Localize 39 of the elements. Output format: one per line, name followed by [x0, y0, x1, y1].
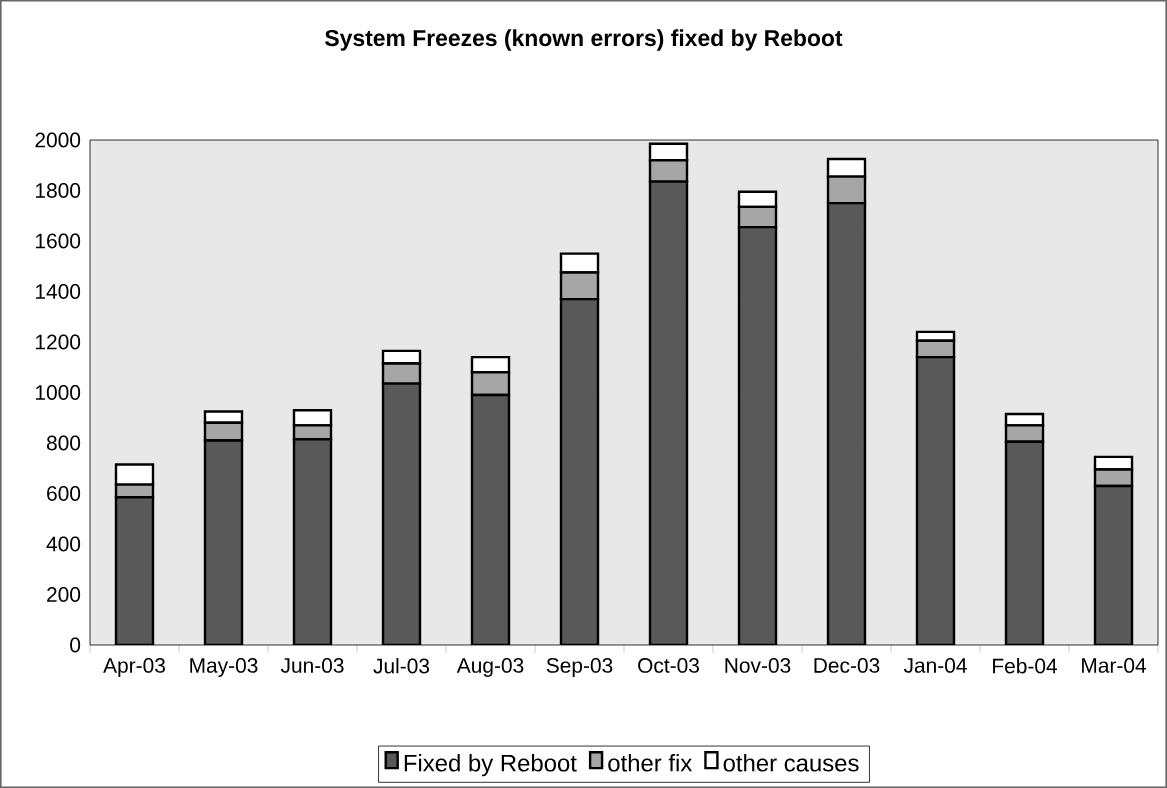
x-tick-label: Oct-03: [638, 658, 699, 673]
bar: [292, 438, 333, 646]
y-tick-label: 1800: [36, 183, 81, 198]
x-tick-label: Jan-04: [903, 658, 967, 673]
legend-label: Fixed by Reboot: [404, 754, 577, 777]
y-tick-label: 0: [70, 637, 81, 653]
x-tick-label: Aug-03: [456, 658, 524, 677]
x-tick-label: Dec-03: [814, 658, 880, 673]
bar: [203, 439, 244, 646]
bar: [826, 201, 867, 646]
x-tick-label: Nov-03: [725, 658, 791, 673]
x-tick-label: Feb-04: [993, 658, 1058, 674]
bar: [381, 382, 422, 646]
y-tick-label: 600: [47, 486, 81, 501]
x-tick-label: Apr-03: [103, 658, 165, 677]
bar: [737, 225, 778, 646]
y-tick-label: 1600: [36, 233, 81, 249]
x-tick-label: Mar-04: [1082, 658, 1146, 673]
bar: [114, 496, 155, 646]
y-tick-label: 200: [47, 587, 81, 602]
legend-label: other causes: [723, 754, 859, 772]
bar: [559, 297, 600, 646]
bar: [915, 355, 956, 646]
legend-label: other fix: [608, 754, 693, 772]
x-tick-label: Jul-03: [373, 658, 430, 674]
y-tick-label: 400: [46, 536, 81, 552]
y-tick-label: 1000: [36, 385, 81, 400]
chart-title: System Freezes (known errors) fixed by Reboot: [325, 29, 843, 51]
bar: [1004, 440, 1045, 646]
x-tick-label: Sep-03: [546, 658, 613, 677]
bar: [648, 180, 689, 646]
bar: [1093, 484, 1134, 646]
y-tick-label: 1400: [36, 284, 81, 299]
x-tick-label: May-03: [190, 658, 258, 677]
y-tick-label: 2000: [35, 132, 81, 148]
y-tick-label: 800: [46, 435, 81, 451]
y-tick-label: 1200: [36, 334, 81, 350]
x-tick-label: Jun-03: [280, 658, 344, 673]
bar: [470, 393, 511, 646]
